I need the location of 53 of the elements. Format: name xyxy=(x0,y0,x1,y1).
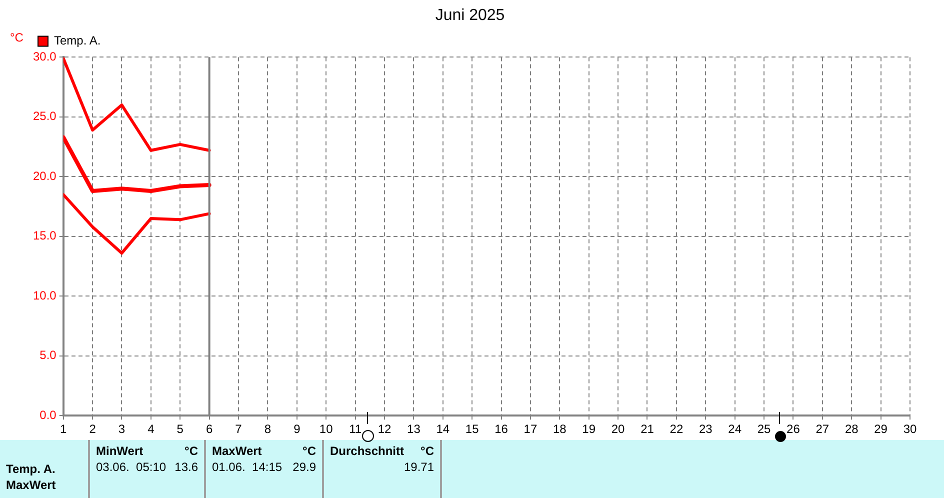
x-tick-label: 5 xyxy=(176,422,184,436)
y-tick-label: 25.0 xyxy=(32,109,57,124)
text: MaxWert xyxy=(212,444,262,458)
chart-title: Juni 2025 xyxy=(435,7,505,24)
y-axis-title: °C xyxy=(10,30,24,45)
x-tick-label: 2 xyxy=(89,422,96,436)
text: °C xyxy=(420,444,434,458)
x-tick-label: 1 xyxy=(60,422,68,436)
x-tick-label: 10 xyxy=(319,422,334,436)
y-tick-label: 5.0 xyxy=(40,348,57,362)
x-tick-label: 12 xyxy=(378,422,392,436)
x-tick-label: 15 xyxy=(465,422,480,436)
x-tick-label: 28 xyxy=(844,422,859,436)
x-tick-label: 20 xyxy=(611,422,626,436)
text: Durchschnitt xyxy=(330,444,404,458)
text: 01.06. 14:15 xyxy=(212,460,282,474)
x-tick-label: 29 xyxy=(874,422,888,436)
y-tick-label: 20.0 xyxy=(32,168,57,183)
x-tick-label: 30 xyxy=(903,422,917,436)
x-tick-label: 26 xyxy=(786,422,800,436)
text: Temp. A. xyxy=(6,462,56,476)
text: MinWert xyxy=(96,444,144,458)
text: 03.06. 05:10 xyxy=(96,460,166,474)
x-tick-label: 16 xyxy=(494,422,508,436)
x-tick-label: 3 xyxy=(118,422,126,436)
text: °C xyxy=(302,444,316,458)
text: 29.9 xyxy=(292,460,316,474)
x-tick-label: 27 xyxy=(816,422,830,436)
x-tick-label: 9 xyxy=(294,422,301,436)
text: 13.6 xyxy=(174,460,198,474)
x-tick-label: 24 xyxy=(728,422,742,436)
x-tick-label: 23 xyxy=(698,422,713,436)
x-tick-label: 6 xyxy=(206,422,213,436)
y-tick-label: 0.0 xyxy=(40,408,57,422)
x-tick-label: 8 xyxy=(264,422,272,436)
y-tick-label: 10.0 xyxy=(32,288,57,302)
legend-label: Temp. A. xyxy=(54,34,101,48)
x-tick-label: 4 xyxy=(148,422,155,436)
x-tick-label: 17 xyxy=(524,422,538,436)
text: MaxWert xyxy=(6,478,57,492)
x-tick-label: 21 xyxy=(640,422,654,436)
x-tick-label: 13 xyxy=(407,422,421,436)
x-tick-label: 19 xyxy=(582,422,596,436)
y-tick-label: 30.0 xyxy=(32,50,57,64)
text: 19.71 xyxy=(404,460,434,474)
text: °C xyxy=(184,444,198,458)
x-tick-label: 14 xyxy=(436,422,450,436)
x-tick-label: 25 xyxy=(757,422,772,436)
x-tick-label: 11 xyxy=(349,422,362,436)
x-tick-label: 18 xyxy=(552,422,567,436)
x-tick-label: 22 xyxy=(670,422,684,436)
x-tick-label: 7 xyxy=(235,422,242,436)
y-tick-label: 15.0 xyxy=(32,228,57,243)
